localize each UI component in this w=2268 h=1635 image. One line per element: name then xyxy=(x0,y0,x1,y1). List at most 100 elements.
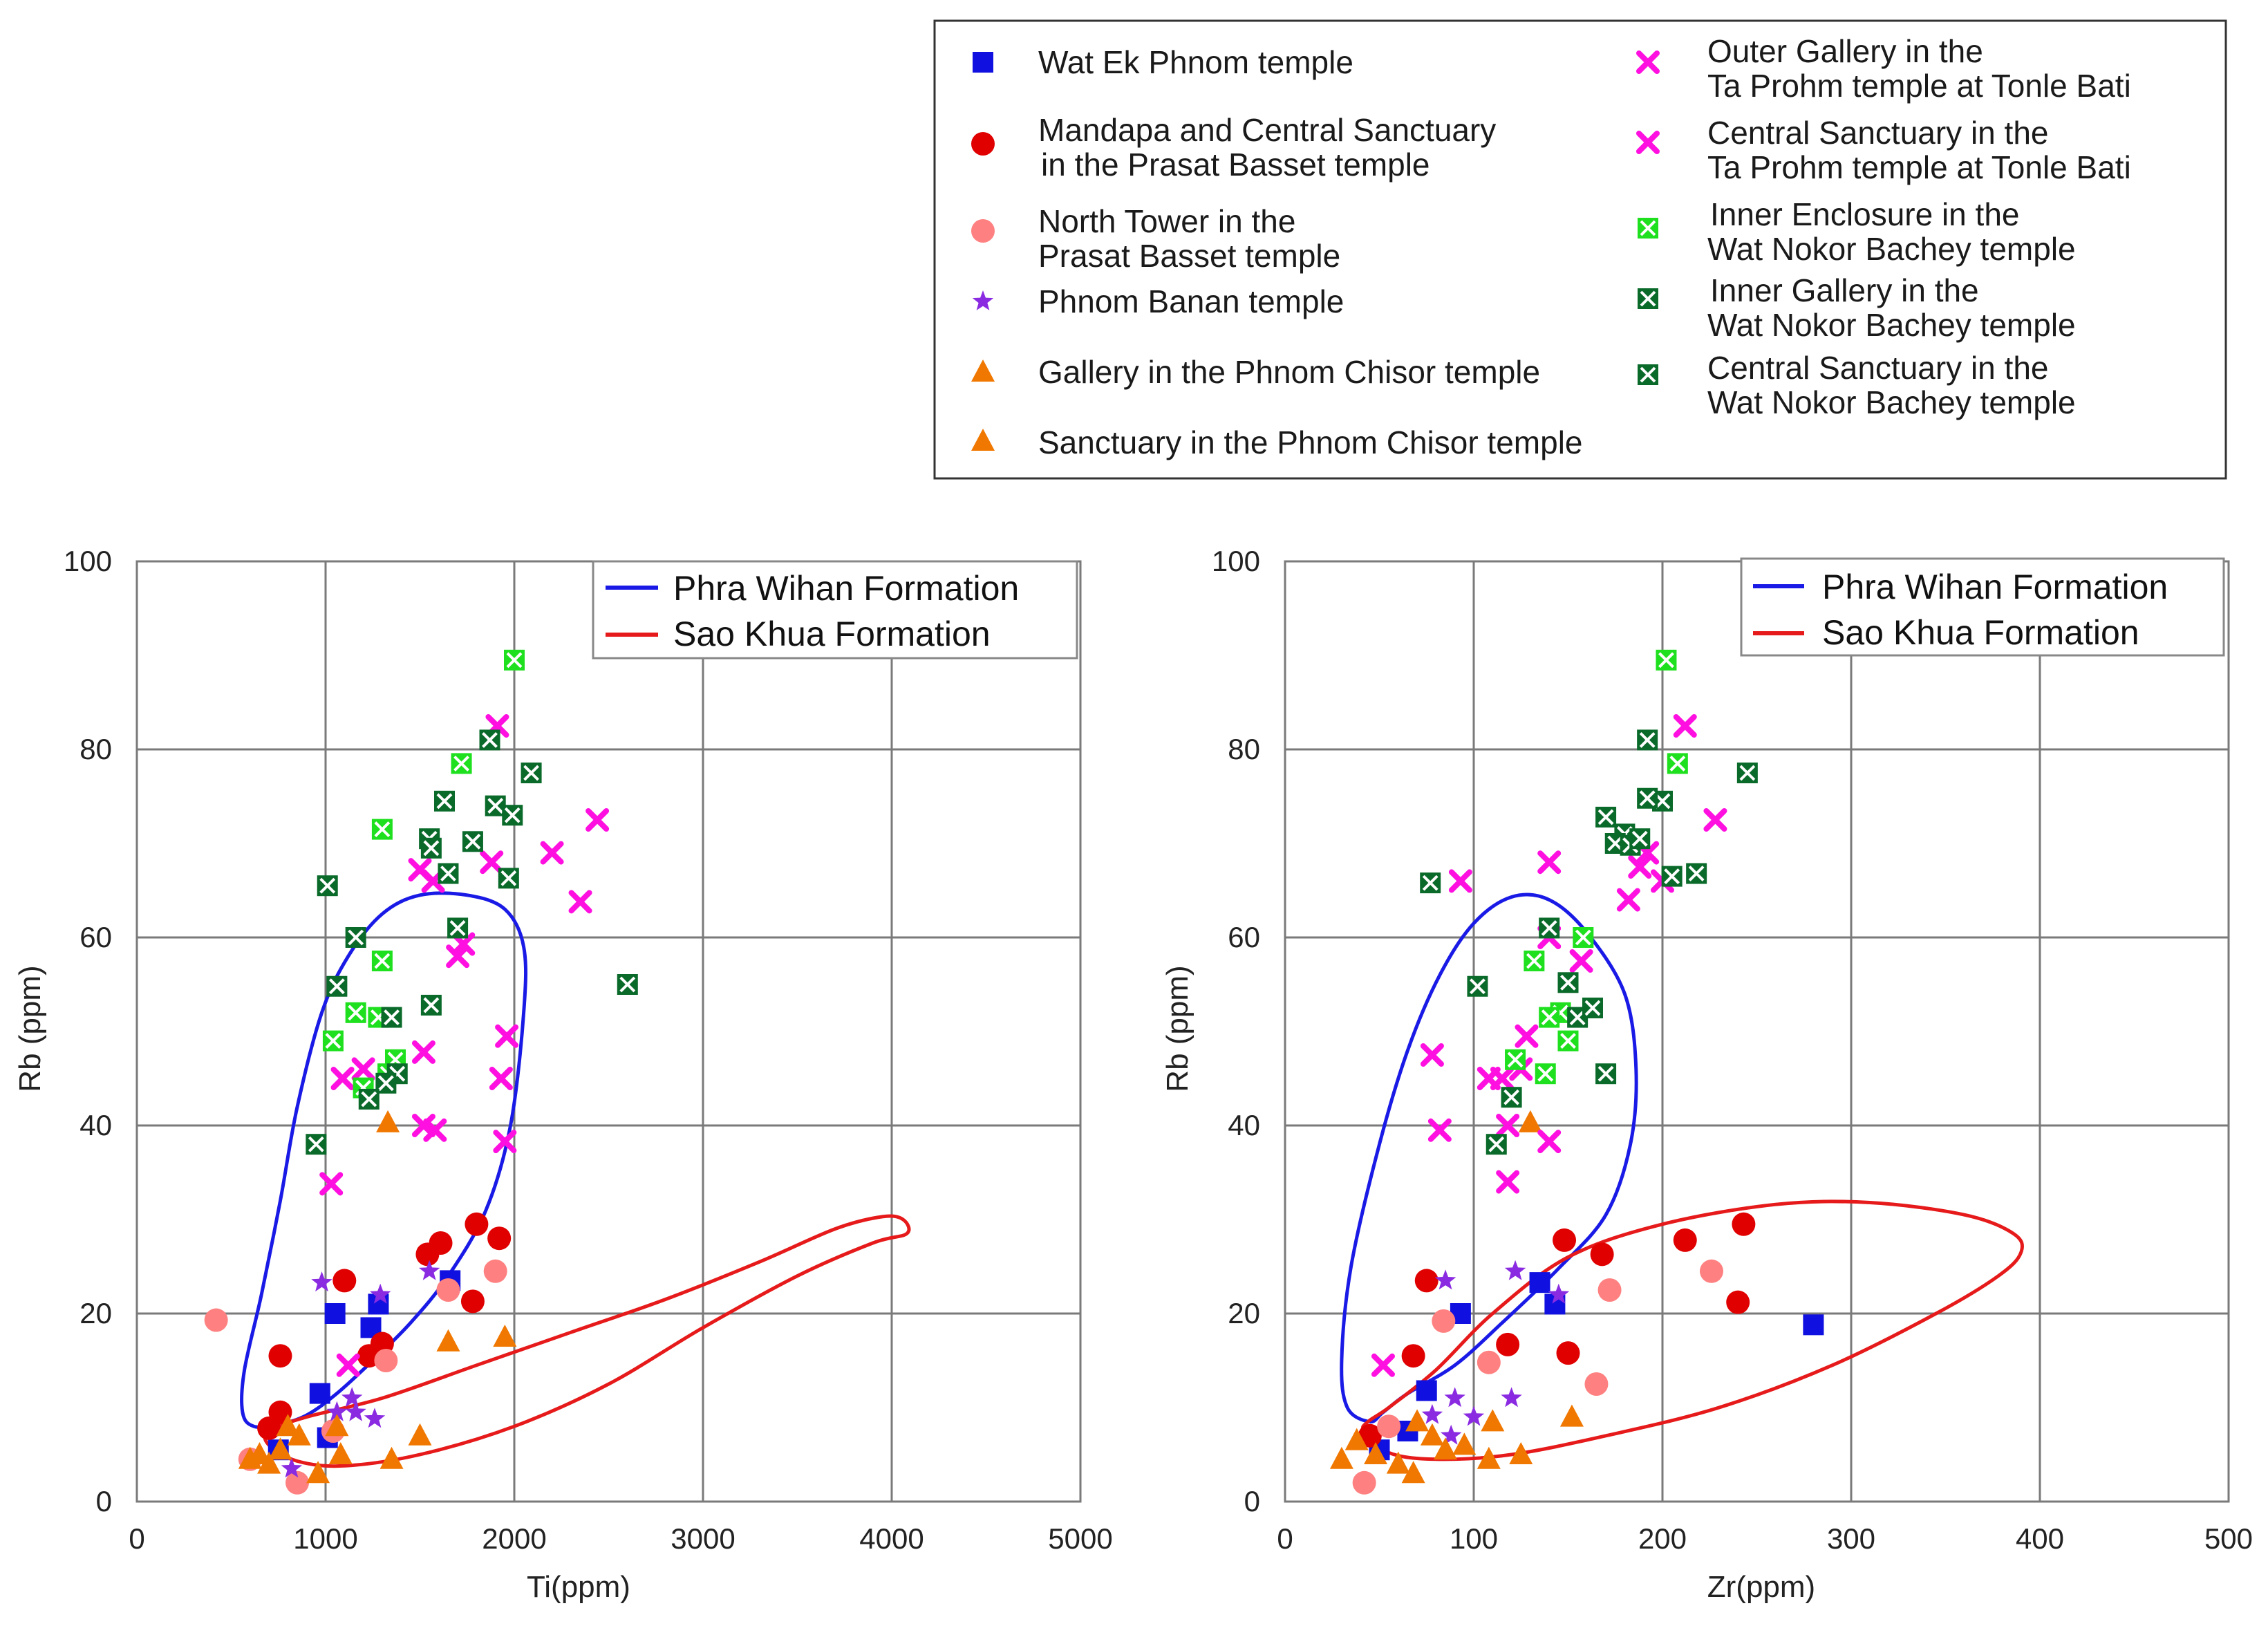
legend-marker-circle-icon xyxy=(971,219,995,243)
marker-star-shape xyxy=(345,1401,366,1421)
marker-box-cross xyxy=(1560,1033,1576,1049)
data-point-boxx xyxy=(504,649,525,671)
marker-circle-shape xyxy=(971,132,995,156)
data-point-x xyxy=(1515,1024,1539,1048)
plot-area-zr: 0 100 200 300 400 500 0 20 40 60 80 100 xyxy=(1212,545,2253,1555)
marker-square-shape xyxy=(1529,1272,1550,1293)
data-point-star xyxy=(1463,1405,1485,1426)
marker-star-shape xyxy=(1421,1403,1443,1424)
marker-box-cross xyxy=(1640,220,1656,236)
chart-zr-rb: 0 100 200 300 400 500 0 20 40 60 80 100 Zr(ppm) Rb … xyxy=(1161,545,2253,1604)
marker-triangle-shape xyxy=(1329,1446,1353,1469)
data-point-star xyxy=(418,1260,440,1280)
data-point-x xyxy=(1537,1130,1562,1154)
marker-circle-shape xyxy=(1597,1278,1622,1302)
marker-x-stroke xyxy=(1616,888,1640,912)
y-tick-label: 80 xyxy=(1228,733,1260,765)
marker-box-cross xyxy=(1658,652,1674,669)
marker-box-cross xyxy=(1575,929,1591,946)
marker-triangle-shape xyxy=(1434,1437,1458,1460)
x-tick-label: 0 xyxy=(129,1522,144,1555)
data-point-x xyxy=(489,1067,513,1090)
marker-x-stroke xyxy=(1427,1118,1452,1142)
data-point-boxx xyxy=(317,875,338,897)
data-point-triangle xyxy=(1329,1446,1353,1469)
marker-x-stroke xyxy=(480,850,504,875)
marker-box-cross xyxy=(1664,868,1680,885)
inset-legend-box xyxy=(1740,557,2225,657)
marker-triangle-shape xyxy=(1452,1432,1477,1455)
marker-circle-shape xyxy=(1584,1372,1609,1396)
marker-x-stroke xyxy=(411,1040,435,1064)
data-point-circle xyxy=(1352,1470,1376,1495)
data-point-boxx xyxy=(1557,972,1579,993)
data-point-x xyxy=(1673,714,1697,738)
marker-triangle-shape xyxy=(971,359,995,382)
data-point-square xyxy=(1416,1380,1437,1401)
legend-label-line: Wat Nokor Bachey temple xyxy=(1707,384,2076,420)
data-point-circle xyxy=(204,1308,228,1332)
marker-circle-shape xyxy=(1358,1423,1382,1448)
legend-entry-banan: Phnom Banan temple xyxy=(972,283,1344,319)
data-point-boxx xyxy=(371,951,393,971)
data-point-boxx xyxy=(345,927,366,948)
marker-x-stroke xyxy=(1703,808,1727,832)
data-point-x xyxy=(1448,869,1472,893)
marker-star-shape xyxy=(1548,1283,1570,1304)
data-point-boxx xyxy=(1573,927,1594,948)
marker-box-cross xyxy=(487,798,504,814)
data-point-square xyxy=(309,1383,330,1404)
data-point-boxx xyxy=(420,837,442,859)
marker-box-cross xyxy=(506,652,523,669)
marker-circle-shape xyxy=(1673,1228,1697,1252)
legend-marker-x-icon xyxy=(1636,50,1660,74)
marker-box-cross xyxy=(619,976,636,993)
marker-star-shape xyxy=(1501,1387,1522,1408)
data-point-boxx xyxy=(1667,753,1688,774)
legend-label-line: Wat Nokor Bachey temple xyxy=(1707,231,2076,267)
marker-x-stroke xyxy=(489,1067,513,1090)
data-point-boxx xyxy=(479,729,500,751)
legend-entry-tp-outer: Outer Gallery in the Ta Prohm temple at … xyxy=(1636,33,2131,104)
marker-x-stroke xyxy=(1448,869,1472,893)
chart-ti-rb: 0 1000 2000 3000 4000 5000 0 20 40 60 80 100 Ti(ppm… xyxy=(13,545,1113,1604)
marker-triangle-shape xyxy=(1405,1409,1430,1432)
marker-x-stroke xyxy=(319,1172,344,1196)
legend-label-line: Inner Gallery in the xyxy=(1710,272,1979,308)
legend-label-chisor-gallery: Gallery in the Phnom Chisor temple xyxy=(1038,354,1540,390)
legend-marker-shape xyxy=(1636,131,1660,154)
marker-square-shape xyxy=(309,1383,330,1404)
marker-box-cross xyxy=(308,1136,324,1152)
phra-wihan-legend-label: Phra Wihan Formation xyxy=(1822,568,2168,606)
marker-circle-shape xyxy=(1590,1242,1614,1267)
marker-box-cross xyxy=(1631,830,1648,847)
legend-marker-star-icon xyxy=(972,290,994,310)
data-point-triangle xyxy=(1477,1446,1501,1469)
marker-x-stroke xyxy=(1569,949,1593,973)
data-point-x xyxy=(446,944,470,969)
data-point-star xyxy=(311,1271,332,1292)
data-point-boxx xyxy=(1486,1134,1507,1155)
x-tick-label: 4000 xyxy=(859,1522,924,1555)
marker-triangle-shape xyxy=(247,1442,272,1464)
legend-marker-x-icon xyxy=(1636,131,1660,154)
marker-box-cross xyxy=(1569,1009,1586,1026)
data-point-circle xyxy=(374,1349,398,1372)
data-point-circle xyxy=(1358,1423,1382,1448)
data-point-boxx xyxy=(1686,863,1707,884)
marker-box-cross xyxy=(1541,919,1557,936)
series-group xyxy=(319,1040,517,1377)
marker-square-shape xyxy=(1416,1380,1437,1401)
marker-box-cross xyxy=(1507,1052,1524,1068)
y-tick-label: 100 xyxy=(1212,545,1260,577)
marker-star-shape xyxy=(341,1387,363,1408)
marker-box-cross xyxy=(1526,953,1542,969)
data-point-circle xyxy=(1597,1278,1622,1302)
y-tick-label: 60 xyxy=(1228,921,1260,953)
data-point-triangle xyxy=(1401,1461,1425,1484)
marker-box-cross xyxy=(523,765,539,781)
sao-khua-outline xyxy=(263,1214,911,1468)
data-point-boxx xyxy=(1637,729,1658,751)
sao-khua-outline xyxy=(1361,1199,2024,1461)
